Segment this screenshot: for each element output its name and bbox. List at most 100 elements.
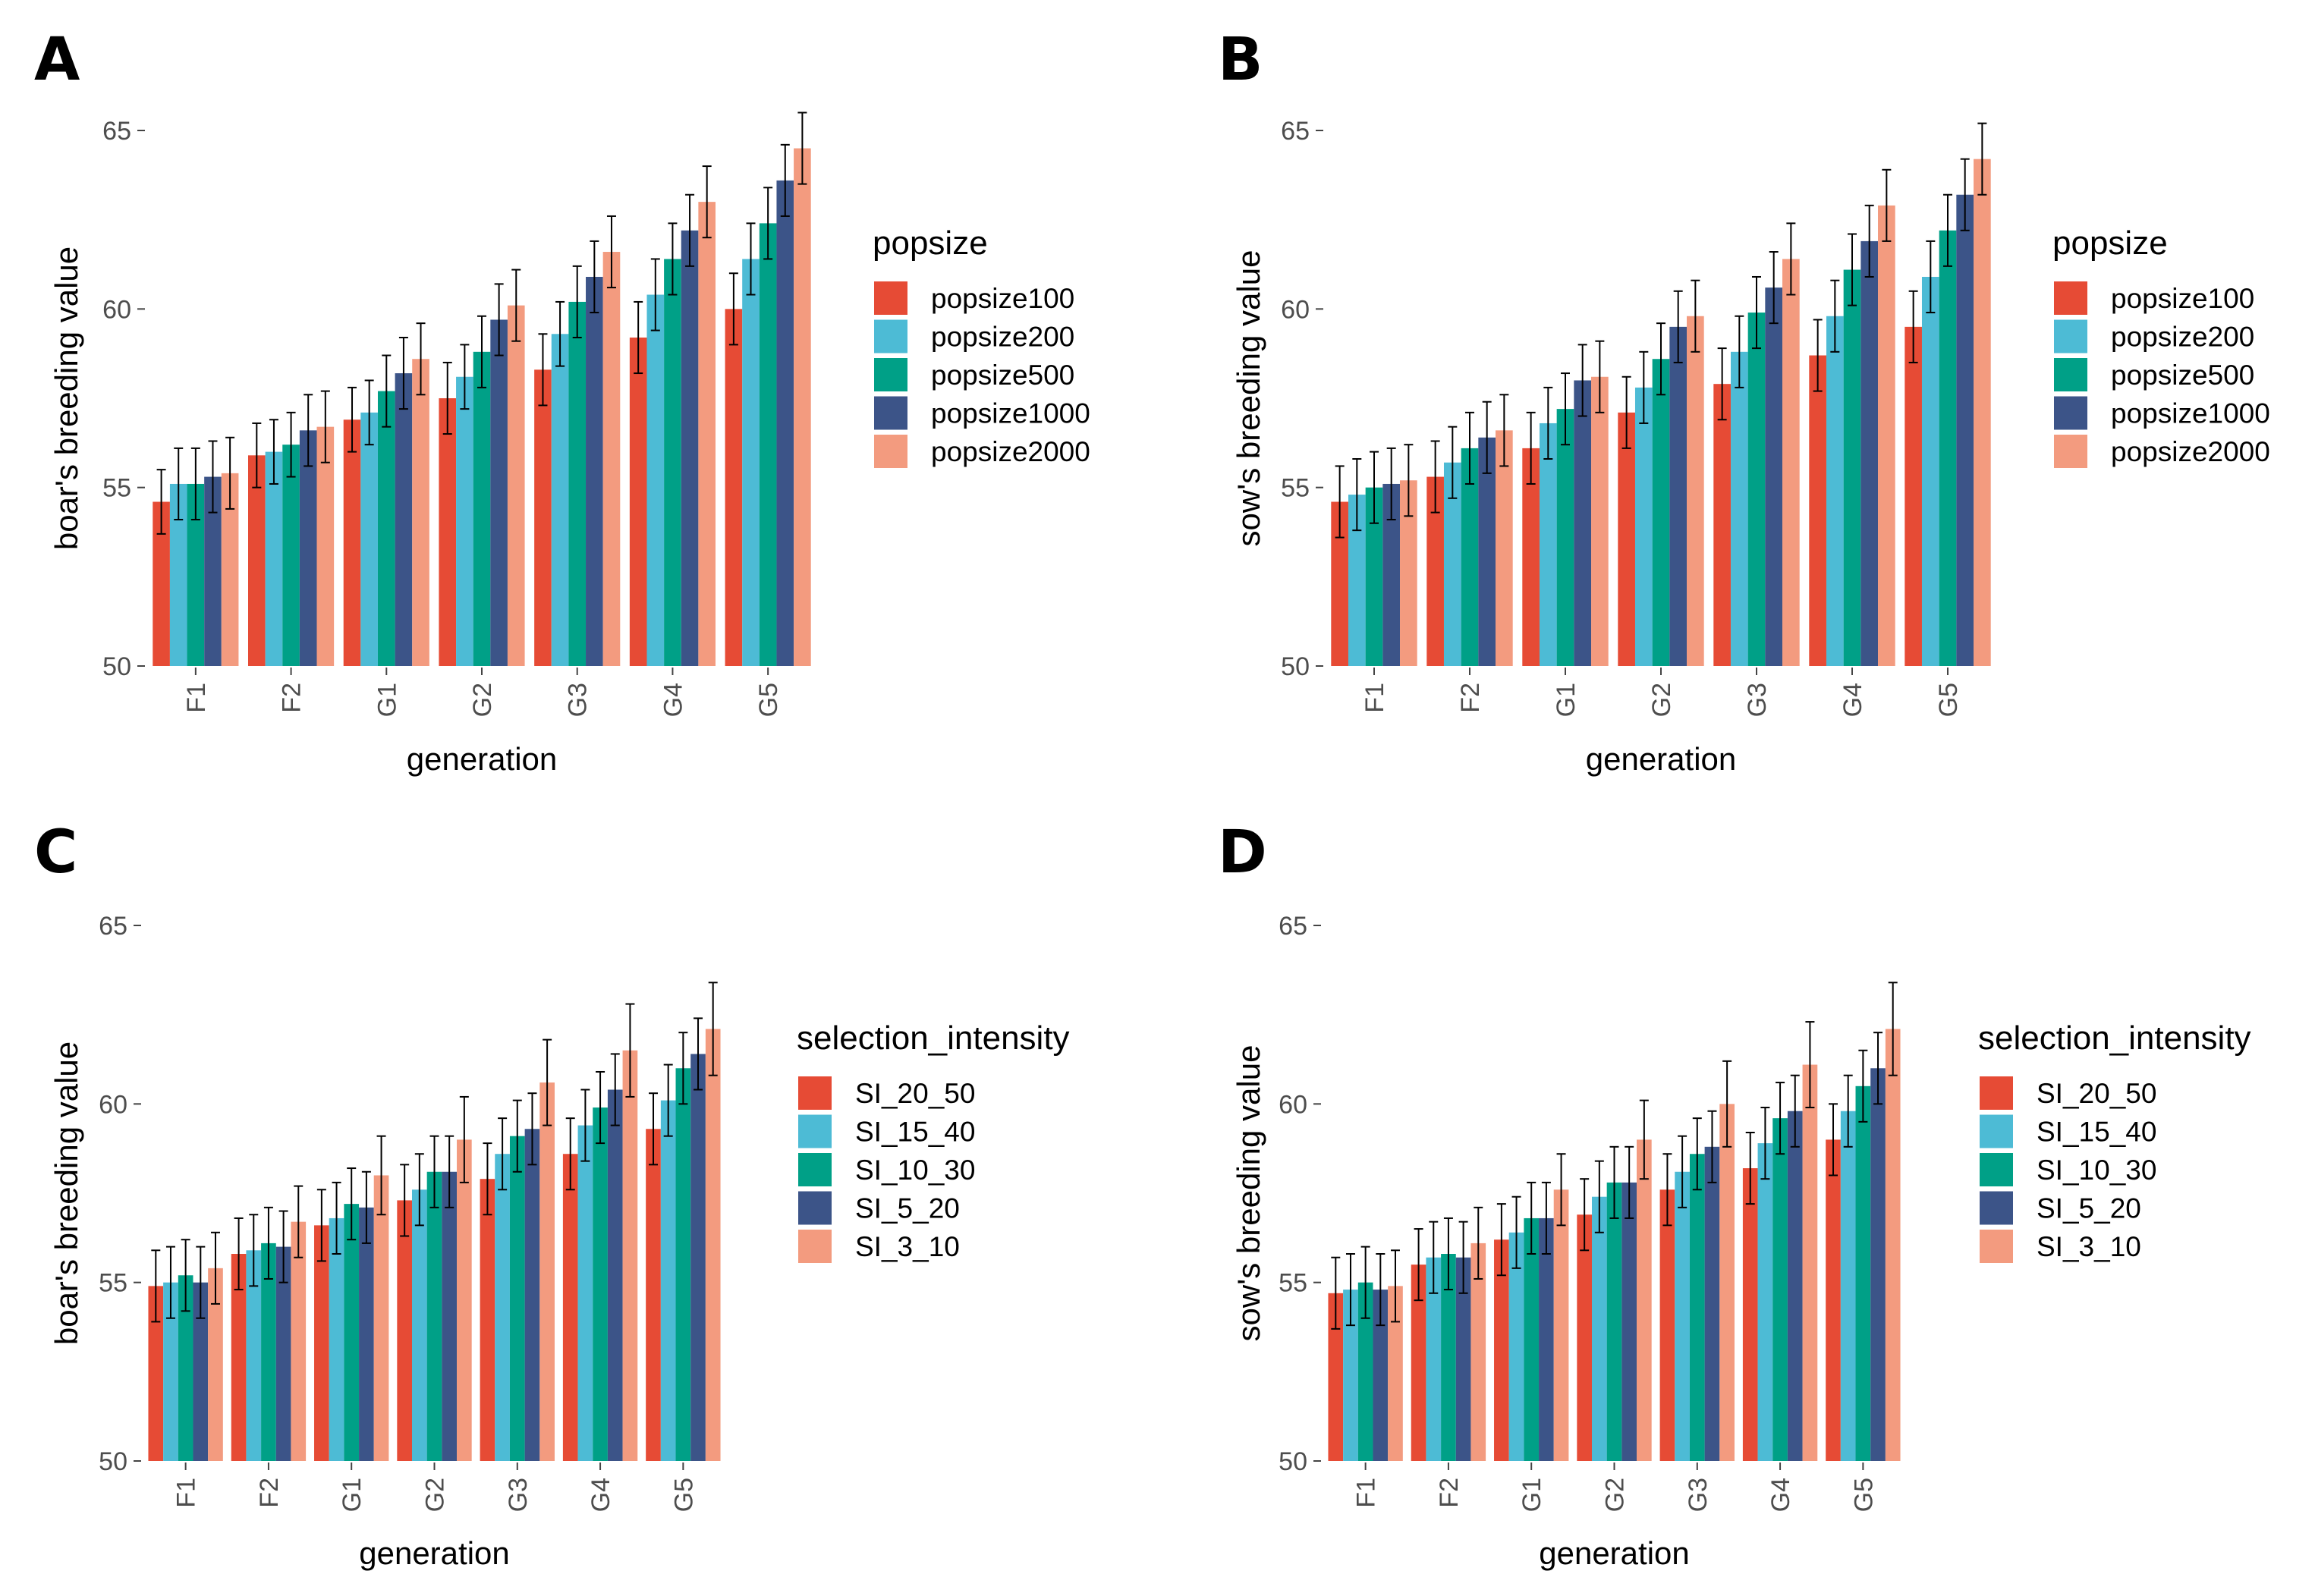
legend-swatch <box>1980 1230 2013 1263</box>
bar-f1-si_10_30 <box>178 1275 193 1461</box>
bar-g1-popsize2000 <box>412 359 429 666</box>
bar-g3-si_5_20 <box>1704 1146 1720 1461</box>
bar-f2-popsize200 <box>1443 462 1461 666</box>
bar-g3-si_3_10 <box>539 1082 555 1461</box>
bar-f1-popsize2000 <box>221 473 239 666</box>
bar-g2-popsize1000 <box>1669 326 1687 666</box>
y-tick-label: 50 <box>1281 652 1310 681</box>
bar-g3-si_5_20 <box>524 1129 540 1461</box>
x-tick-label: G5 <box>1934 683 1963 717</box>
y-tick-label: 65 <box>1281 117 1310 146</box>
bar-f2-popsize2000 <box>316 426 335 666</box>
legend-label: SI_20_50 <box>855 1078 975 1109</box>
x-tick-label: F2 <box>278 683 307 713</box>
bar-g4-si_20_50 <box>562 1154 578 1461</box>
x-tick-label: G4 <box>659 683 687 717</box>
bar-g5-popsize2000 <box>794 148 811 667</box>
bar-g4-si_5_20 <box>1787 1111 1803 1461</box>
x-axis-label: generation <box>1539 1535 1690 1571</box>
legend-swatch <box>798 1114 832 1148</box>
legend-title: selection_intensity <box>797 1019 1070 1057</box>
x-tick-label: F1 <box>1360 683 1389 713</box>
bar-g3-popsize100 <box>534 369 552 666</box>
bar-g5-popsize500 <box>759 223 777 667</box>
bar-g5-popsize2000 <box>1974 159 1991 667</box>
bar-g3-popsize500 <box>568 301 587 666</box>
bar-g1-si_3_10 <box>1553 1189 1569 1461</box>
bar-g3-si_10_30 <box>509 1136 525 1461</box>
bar-g3-si_20_50 <box>1659 1189 1675 1461</box>
legend-title: popsize <box>873 225 988 262</box>
x-tick-label: G1 <box>338 1478 366 1512</box>
bar-g1-popsize200 <box>1539 423 1557 666</box>
legend-swatch <box>1980 1191 2013 1225</box>
x-tick-label: G5 <box>754 683 783 717</box>
x-tick-label: G3 <box>1743 683 1772 717</box>
panel-a: A 50 55 60 65 boar's breeding value F1 F2 G1 G2 G3… <box>34 26 1090 777</box>
bar-g4-popsize100 <box>629 337 647 666</box>
bar-f2-si_3_10 <box>1470 1243 1486 1461</box>
bar-g3-popsize500 <box>1747 313 1766 666</box>
bar-g1-popsize100 <box>343 419 361 666</box>
bar-g5-popsize200 <box>742 259 760 666</box>
bar-f1-si_15_40 <box>1343 1290 1358 1461</box>
legend-label: SI_15_40 <box>855 1117 975 1148</box>
bar-f1-si_15_40 <box>163 1282 178 1461</box>
y-tick-label: 55 <box>1281 474 1310 503</box>
x-tick-label: F2 <box>1435 1478 1464 1508</box>
x-tick-label: F1 <box>172 1478 201 1508</box>
legend-label: popsize500 <box>2111 360 2254 391</box>
y-axis-label: boar's breeding value <box>49 1041 84 1345</box>
y-tick-label: 55 <box>1279 1269 1307 1298</box>
bar-g5-si_10_30 <box>675 1068 691 1461</box>
bar-g4-si_10_30 <box>1772 1118 1788 1461</box>
bar-g5-si_5_20 <box>1870 1068 1886 1461</box>
bar-f1-si_20_50 <box>148 1286 164 1461</box>
bar-g1-popsize500 <box>1556 409 1574 666</box>
bar-g2-popsize500 <box>1652 359 1670 666</box>
bar-g5-popsize100 <box>725 309 743 666</box>
bar-g2-popsize200 <box>1634 387 1653 666</box>
bar-g4-popsize200 <box>646 294 665 666</box>
bar-g2-si_5_20 <box>442 1171 458 1461</box>
bar-g1-si_3_10 <box>373 1175 389 1461</box>
legend-label: popsize200 <box>931 322 1074 353</box>
bar-g2-popsize1000 <box>490 319 508 666</box>
panel-d: D 50 55 60 65 sow's breeding value F1 F2 G1 G2 G3 G… <box>1218 818 2251 1571</box>
x-tick-label: G2 <box>468 683 497 717</box>
legend-swatch <box>2054 358 2087 391</box>
legend-swatch <box>1980 1114 2013 1148</box>
bar-g4-popsize100 <box>1809 355 1826 666</box>
bar-g4-popsize200 <box>1826 316 1844 666</box>
y-tick-label: 55 <box>99 1269 127 1298</box>
bar-g1-si_5_20 <box>359 1207 374 1461</box>
x-axis-label: generation <box>1586 741 1737 777</box>
y-tick-label: 50 <box>1279 1447 1307 1476</box>
bar-g4-si_20_50 <box>1742 1168 1758 1461</box>
legend-label: SI_20_50 <box>2037 1078 2156 1109</box>
legend: selection_intensity SI_20_50 SI_15_40 SI_10… <box>797 1019 1070 1263</box>
bar-g5-popsize200 <box>1921 276 1939 666</box>
y-tick-label: 65 <box>99 912 127 941</box>
bar-f2-si_5_20 <box>275 1246 291 1461</box>
bar-g5-si_20_50 <box>1826 1139 1841 1461</box>
legend-swatch <box>1980 1076 2013 1110</box>
legend-swatch <box>2054 319 2087 353</box>
bar-g2-si_3_10 <box>457 1139 472 1461</box>
bar-f1-si_10_30 <box>1357 1282 1373 1461</box>
legend-swatch <box>1980 1153 2013 1186</box>
x-tick-label: G4 <box>1766 1478 1795 1512</box>
bar-f2-si_10_30 <box>1441 1254 1456 1461</box>
legend-swatch <box>798 1153 832 1186</box>
y-axis-label: sow's breeding value <box>1231 1045 1266 1342</box>
panel-letter: A <box>34 26 80 94</box>
y-axis-label: sow's breeding value <box>1231 250 1266 547</box>
bar-g5-si_20_50 <box>646 1129 661 1461</box>
y-tick-label: 60 <box>99 1090 127 1119</box>
bar-f1-popsize100 <box>1331 501 1348 666</box>
bar-f2-si_20_50 <box>1411 1265 1426 1461</box>
panel-letter: B <box>1218 26 1263 94</box>
legend-swatch <box>798 1191 832 1225</box>
bar-g5-si_15_40 <box>1840 1111 1856 1461</box>
bar-g2-si_15_40 <box>1591 1196 1607 1461</box>
